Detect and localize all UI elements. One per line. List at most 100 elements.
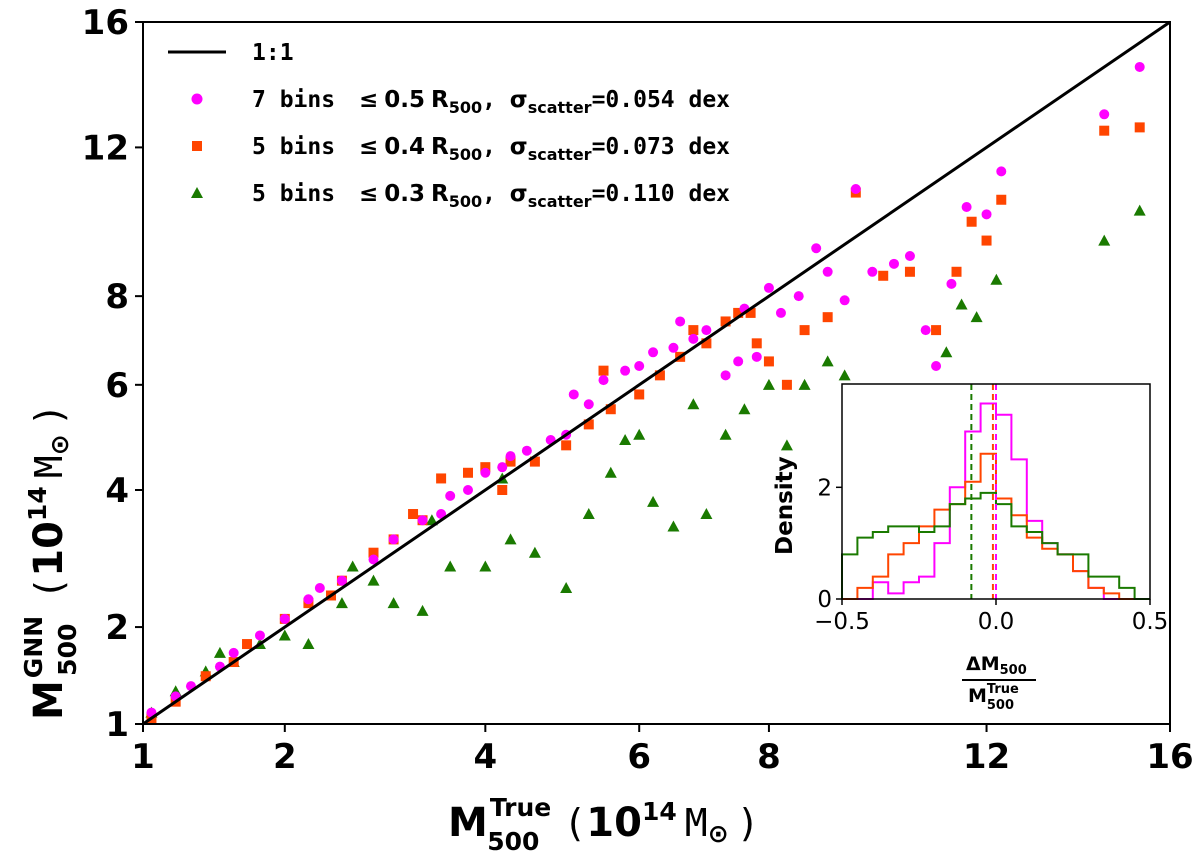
- data-point: [648, 347, 659, 358]
- data-point: [751, 338, 762, 349]
- y-label-sub: 500: [53, 624, 82, 676]
- x-axis-label: MTrue 500 (1014 M⊙): [448, 793, 759, 854]
- x-label-main: M: [448, 800, 488, 846]
- data-point: [647, 495, 660, 507]
- legend-part: R: [431, 181, 449, 207]
- data-point: [416, 604, 429, 616]
- y-label-main: M: [26, 680, 72, 720]
- inset-x-label-numerator: ΔM500: [966, 653, 1027, 678]
- histogram-step: [842, 452, 1150, 600]
- data-point: [763, 356, 774, 367]
- data-point: [634, 361, 645, 372]
- data-point: [605, 404, 616, 415]
- data-point: [775, 307, 786, 318]
- data-point: [436, 509, 447, 520]
- legend-part: ,: [482, 87, 510, 113]
- data-point: [528, 546, 541, 558]
- data-point: [733, 307, 744, 318]
- inset-y-tick-label: 2: [817, 475, 832, 501]
- data-point: [781, 379, 792, 390]
- data-point: [480, 462, 491, 473]
- y-label-unit-sub: ⊙: [45, 434, 74, 455]
- data-point: [867, 266, 878, 277]
- data-point: [931, 325, 942, 336]
- data-point: [701, 338, 712, 349]
- data-point: [940, 346, 953, 358]
- data-point: [931, 361, 942, 372]
- data-point: [200, 671, 211, 682]
- legend-part: scatter: [528, 192, 592, 211]
- data-point: [951, 266, 962, 277]
- data-point: [738, 403, 751, 415]
- inset-x-tick-label: 0.0: [978, 609, 1015, 635]
- data-point: [720, 316, 731, 327]
- data-point: [445, 490, 456, 501]
- data-point: [745, 307, 756, 318]
- y-label-sup: GNN: [19, 616, 48, 678]
- y-tick-label: 4: [105, 471, 129, 511]
- data-point: [668, 342, 679, 353]
- data-point: [346, 560, 359, 572]
- data-point: [598, 375, 609, 386]
- data-point: [228, 647, 239, 658]
- x-label-unit-sub: ⊙: [708, 819, 729, 848]
- inset-histogram: −0.5 0.0 0.502 Density ΔM500 MTrue 500: [772, 383, 1168, 713]
- x-tick-label: 16: [1146, 737, 1193, 777]
- data-point: [719, 428, 732, 440]
- data-point: [336, 575, 347, 586]
- data-point: [480, 467, 491, 478]
- data-point: [388, 534, 399, 545]
- data-point: [583, 399, 594, 410]
- y-tick-label: 12: [82, 128, 129, 168]
- x-label-unit-close: ): [737, 801, 760, 845]
- data-point: [604, 466, 617, 478]
- data-point: [751, 351, 762, 362]
- data-point: [598, 365, 609, 376]
- data-point: [561, 440, 572, 451]
- legend-part: =0.073 dex: [592, 134, 731, 160]
- data-point: [303, 594, 314, 605]
- data-point: [213, 646, 226, 658]
- inset-axis-ticks: −0.5 0.0 0.5 0 2: [814, 475, 1168, 635]
- x-label-unit-open: (: [563, 801, 586, 845]
- data-point: [634, 389, 645, 400]
- legend-part: 0.5: [384, 87, 425, 113]
- legend-marker-5bins-03: [191, 187, 203, 198]
- data-point: [996, 194, 1007, 205]
- x-label-sup: True: [490, 793, 551, 822]
- y-label-unit-open: (: [27, 577, 71, 600]
- data-point: [436, 473, 447, 484]
- data-point: [367, 574, 380, 586]
- data-point: [878, 270, 889, 281]
- data-point: [920, 325, 931, 336]
- inset-x-num-sub: 500: [1000, 663, 1027, 678]
- data-point: [521, 445, 532, 456]
- data-point: [946, 278, 957, 289]
- data-point: [688, 333, 699, 344]
- data-point: [462, 467, 473, 478]
- y-tick-label: 6: [105, 366, 129, 406]
- data-point: [1098, 234, 1111, 246]
- legend-part: 0.3: [384, 181, 425, 207]
- data-point: [497, 485, 508, 495]
- data-point: [582, 508, 595, 520]
- legend-part: 5 bins: [252, 134, 349, 160]
- data-point: [302, 638, 315, 650]
- data-point: [444, 560, 457, 572]
- legend-part: scatter: [528, 145, 592, 164]
- x-tick-label: 2: [273, 737, 297, 777]
- data-point: [417, 515, 428, 526]
- data-point: [966, 216, 977, 227]
- data-point: [667, 520, 680, 532]
- inset-x-label: ΔM500 MTrue 500: [962, 653, 1036, 713]
- y-label-unit-sym: M: [27, 455, 71, 478]
- data-point: [961, 202, 972, 213]
- inset-x-den-main: M: [968, 685, 987, 707]
- y-tick-label: 2: [105, 608, 129, 648]
- data-point: [850, 183, 861, 194]
- data-point: [242, 639, 253, 650]
- x-tick-label: 1: [131, 737, 155, 777]
- inset-x-tick-label: 0.5: [1132, 609, 1169, 635]
- data-point: [504, 533, 517, 545]
